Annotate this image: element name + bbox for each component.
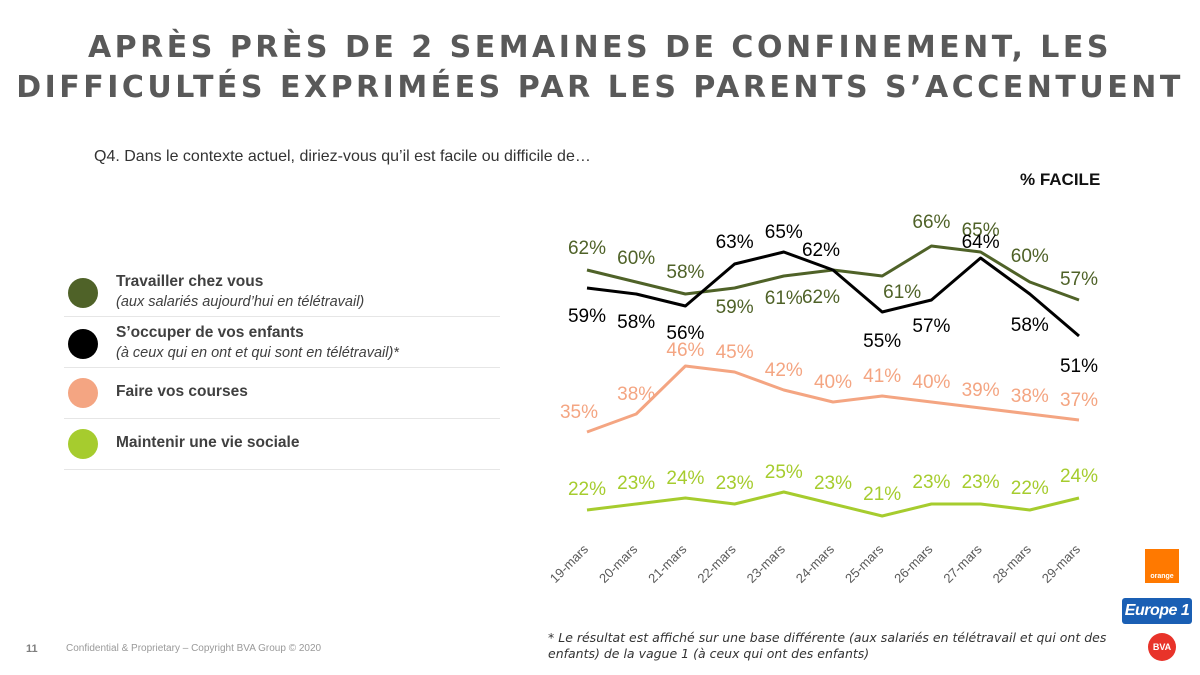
x-tick-label: 24-mars bbox=[793, 541, 838, 586]
data-label: 41% bbox=[863, 366, 901, 387]
x-tick-label: 21-mars bbox=[645, 541, 690, 586]
data-label: 25% bbox=[765, 462, 803, 483]
x-tick-label: 19-mars bbox=[547, 541, 592, 586]
data-label: 23% bbox=[912, 472, 950, 493]
data-label: 65% bbox=[962, 220, 1000, 241]
data-label: 42% bbox=[765, 360, 803, 381]
data-label: 60% bbox=[1011, 246, 1049, 267]
data-label: 59% bbox=[568, 306, 606, 327]
legend-item-enfants: S’occuper de vos enfants (à ceux qui en … bbox=[64, 317, 500, 368]
data-label: 23% bbox=[814, 473, 852, 494]
data-label: 63% bbox=[716, 232, 754, 253]
data-label: 46% bbox=[666, 340, 704, 361]
legend-sublabel: (à ceux qui en ont et qui sont en télétr… bbox=[116, 345, 399, 361]
data-label: 58% bbox=[666, 262, 704, 283]
data-label: 40% bbox=[912, 372, 950, 393]
data-label: 59% bbox=[716, 297, 754, 318]
legend-label: S’occuper de vos enfants bbox=[116, 324, 304, 341]
data-label: 22% bbox=[568, 479, 606, 500]
bva-logo: BVA bbox=[1148, 633, 1176, 661]
legend-dot-travailler bbox=[68, 278, 98, 308]
data-label: 51% bbox=[1060, 356, 1098, 377]
series-line-1 bbox=[586, 250, 1080, 338]
copyright-text: Confidential & Proprietary – Copyright B… bbox=[66, 643, 322, 654]
legend-label: Faire vos courses bbox=[116, 383, 248, 400]
legend-sublabel: (aux salariés aujourd’hui en télétravail… bbox=[116, 294, 365, 310]
data-label: 37% bbox=[1060, 390, 1098, 411]
x-tick-label: 25-mars bbox=[842, 541, 887, 586]
measure-label: % FACILE bbox=[1020, 170, 1101, 189]
data-label: 57% bbox=[1060, 269, 1098, 290]
legend-dot-vie-sociale bbox=[68, 429, 98, 459]
data-label: 45% bbox=[716, 342, 754, 363]
series-line-2 bbox=[586, 364, 1080, 434]
data-label: 62% bbox=[568, 238, 606, 259]
legend: Travailler chez vous (aux salariés aujou… bbox=[64, 266, 500, 470]
x-tick-label: 20-mars bbox=[596, 541, 641, 586]
page-title: APRÈS PRÈS DE 2 SEMAINES DE CONFINEMENT,… bbox=[0, 28, 1200, 108]
data-label: 57% bbox=[912, 316, 950, 337]
data-label: 58% bbox=[1011, 315, 1049, 336]
x-tick-label: 23-mars bbox=[744, 541, 789, 586]
legend-label: Maintenir une vie sociale bbox=[116, 434, 300, 451]
data-label: 24% bbox=[666, 468, 704, 489]
x-tick-label: 28-mars bbox=[990, 541, 1035, 586]
legend-item-courses: Faire vos courses bbox=[64, 368, 500, 419]
x-tick-label: 22-mars bbox=[694, 541, 739, 586]
data-label: 22% bbox=[1011, 478, 1049, 499]
legend-item-vie-sociale: Maintenir une vie sociale bbox=[64, 419, 500, 470]
legend-dot-courses bbox=[68, 378, 98, 408]
data-label: 65% bbox=[765, 222, 803, 243]
orange-logo: orange bbox=[1145, 549, 1179, 583]
data-label: 56% bbox=[666, 323, 704, 344]
question-text: Q4. Dans le contexte actuel, diriez-vous… bbox=[94, 148, 591, 165]
data-label: 38% bbox=[1011, 386, 1049, 407]
data-label: 23% bbox=[962, 472, 1000, 493]
title-line-2: DIFFICULTÉS EXPRIMÉES PAR LES PARENTS S’… bbox=[16, 70, 1184, 105]
data-label: 35% bbox=[560, 402, 598, 423]
data-label: 39% bbox=[962, 380, 1000, 401]
x-tick-label: 29-mars bbox=[1039, 541, 1084, 586]
legend-item-travailler: Travailler chez vous (aux salariés aujou… bbox=[64, 266, 500, 317]
legend-dot-enfants bbox=[68, 329, 98, 359]
data-label: 38% bbox=[617, 384, 655, 405]
legend-label: Travailler chez vous bbox=[116, 273, 264, 290]
data-label: 23% bbox=[617, 473, 655, 494]
x-tick-label: 26-mars bbox=[891, 541, 936, 586]
data-label: 23% bbox=[716, 473, 754, 494]
data-label: 61% bbox=[883, 282, 921, 303]
x-tick-label: 27-mars bbox=[940, 541, 985, 586]
page-number: 11 bbox=[26, 643, 38, 655]
data-label: 61% bbox=[765, 288, 803, 309]
data-label: 62% bbox=[802, 287, 840, 308]
data-label: 66% bbox=[912, 212, 950, 233]
data-label: 62% bbox=[802, 240, 840, 261]
data-label: 60% bbox=[617, 248, 655, 269]
footnote: * Le résultat est affiché sur une base d… bbox=[548, 630, 1107, 661]
data-label: 55% bbox=[863, 331, 901, 352]
data-label: 58% bbox=[617, 312, 655, 333]
data-label: 24% bbox=[1060, 466, 1098, 487]
series-line-3 bbox=[586, 490, 1080, 518]
data-label: 21% bbox=[863, 484, 901, 505]
data-label: 40% bbox=[814, 372, 852, 393]
data-label: 64% bbox=[962, 232, 1000, 253]
europe1-logo: Europe 1 bbox=[1122, 598, 1192, 624]
title-line-1: APRÈS PRÈS DE 2 SEMAINES DE CONFINEMENT,… bbox=[87, 30, 1113, 65]
